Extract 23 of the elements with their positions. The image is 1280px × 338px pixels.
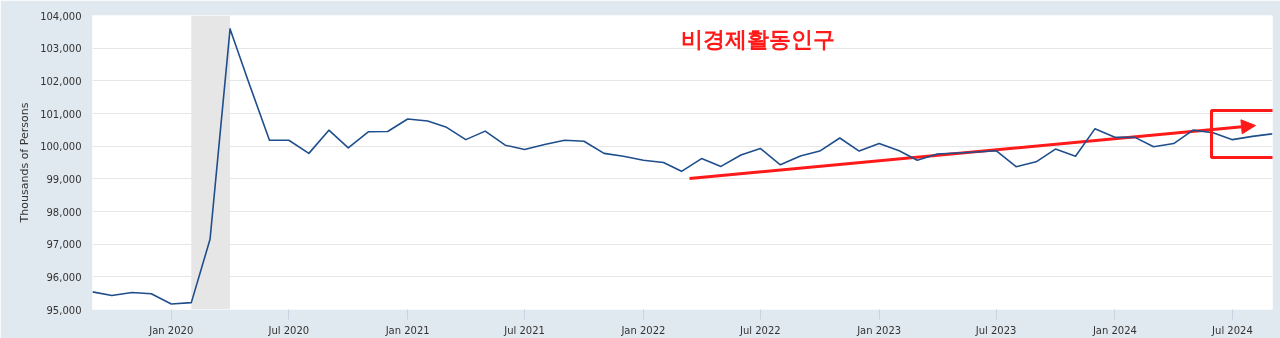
annotation: 비경제활동인구 <box>680 27 835 52</box>
x-tick-label: Jul 2024 <box>1211 324 1253 336</box>
x-tick-label: Jan 2021 <box>384 324 430 336</box>
y-tick-label: 100,000 <box>40 141 82 153</box>
x-tick-label: Jan 2024 <box>1091 324 1137 336</box>
y-tick-label: 102,000 <box>40 75 82 87</box>
x-tick-label: Jul 2023 <box>974 324 1017 336</box>
y-tick-label: 95,000 <box>46 304 82 316</box>
x-tick-label: Jul 2022 <box>738 324 781 336</box>
x-tick-label: Jul 2021 <box>503 324 545 336</box>
x-tick-label: Jul 2020 <box>267 324 310 336</box>
y-tick-label: 101,000 <box>40 108 82 120</box>
x-tick-label: Jan 2022 <box>620 324 666 336</box>
y-tick-label: 104,000 <box>40 10 82 22</box>
y-tick-label: 97,000 <box>46 239 82 251</box>
x-tick-label: Jan 2020 <box>148 324 194 336</box>
y-tick-label: 98,000 <box>46 206 82 218</box>
y-axis-title: Thousands of Persons <box>18 102 32 224</box>
x-tick-label: Jan 2023 <box>856 324 902 336</box>
y-tick-label: 99,000 <box>46 173 82 185</box>
line-series <box>92 28 1273 305</box>
y-tick-label: 103,000 <box>40 43 82 55</box>
y-tick-label: 96,000 <box>46 271 82 283</box>
